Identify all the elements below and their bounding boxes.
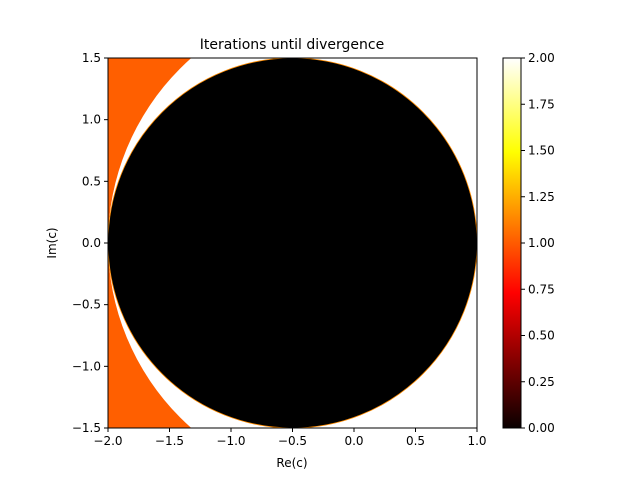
x-tick-label: −0.5 [278, 434, 307, 448]
plot-area [108, 58, 477, 428]
y-tick-label: −0.5 [72, 298, 101, 312]
y-tick-label: 1.5 [82, 51, 101, 65]
colorbar-tick-label: 0.75 [528, 282, 555, 296]
colorbar-tick-label: 1.75 [528, 97, 555, 111]
y-tick-label: 0.0 [82, 236, 101, 250]
colorbar [502, 57, 522, 429]
y-axis-label: Im(c) [45, 227, 59, 258]
colorbar-tick-label: 2.00 [528, 51, 555, 65]
y-axis: −1.5 −1.0 −0.5 0.0 0.5 1.0 1.5 [72, 51, 108, 435]
x-axis: −2.0 −1.5 −1.0 −0.5 0.0 0.5 1.0 [93, 428, 487, 448]
y-tick-label: 0.5 [82, 174, 101, 188]
colorbar-tick-label: 0.00 [528, 421, 555, 435]
colorbar-tick-label: 1.50 [528, 144, 555, 158]
colorbar-tick-label: 0.50 [528, 329, 555, 343]
colorbar-tick-label: 1.00 [528, 236, 555, 250]
x-tick-label: −1.5 [155, 434, 184, 448]
region-value-0 [108, 58, 477, 428]
colorbar-tick-label: 1.25 [528, 190, 555, 204]
y-tick-label: −1.0 [72, 359, 101, 373]
x-tick-label: −2.0 [93, 434, 122, 448]
x-tick-label: 0.0 [344, 434, 363, 448]
x-tick-label: 0.5 [406, 434, 425, 448]
x-tick-label: 1.0 [467, 434, 486, 448]
colorbar-tick-label: 0.25 [528, 375, 555, 389]
x-axis-label: Re(c) [276, 456, 307, 470]
x-tick-label: −1.0 [216, 434, 245, 448]
y-tick-label: −1.5 [72, 421, 101, 435]
colorbar-axis: 0.00 0.25 0.50 0.75 1.00 1.25 1.50 1.75 2.00 [521, 51, 555, 435]
chart-title: Iterations until divergence [200, 37, 384, 53]
y-tick-label: 1.0 [82, 113, 101, 127]
